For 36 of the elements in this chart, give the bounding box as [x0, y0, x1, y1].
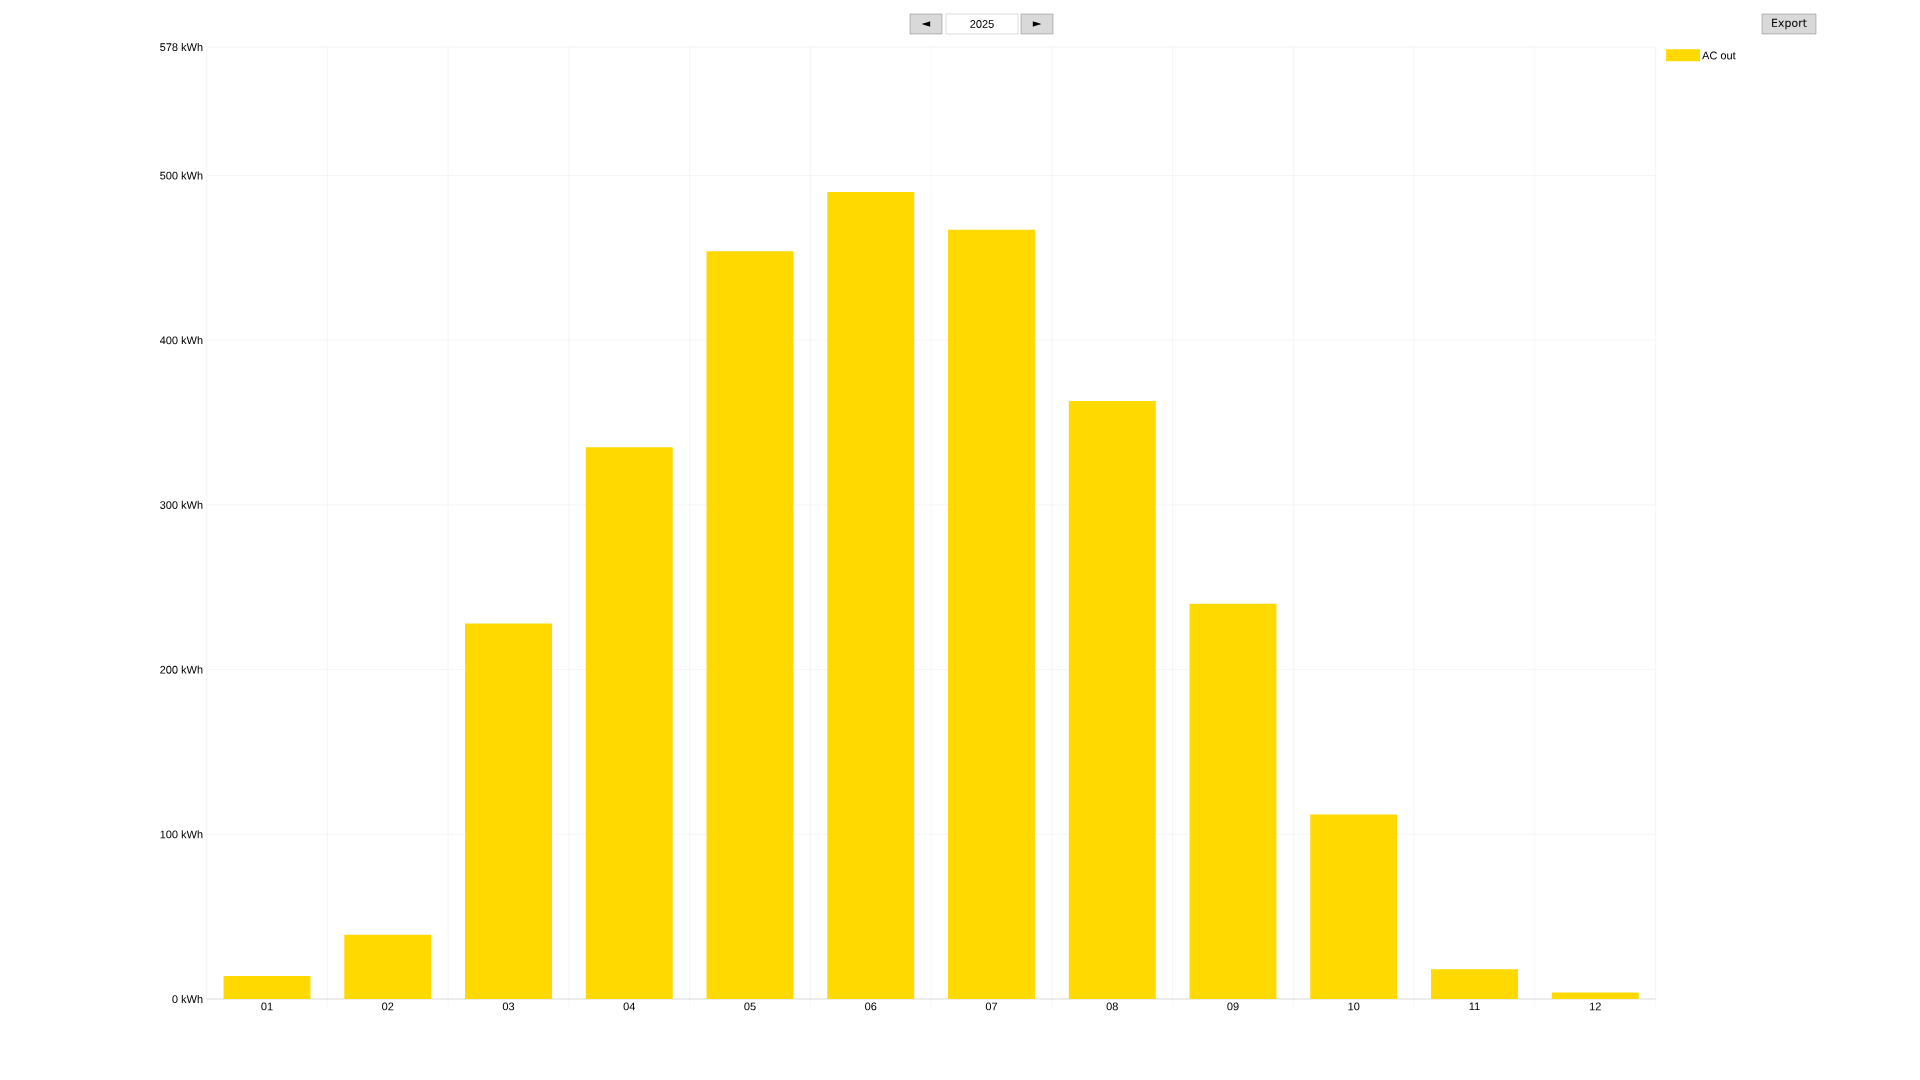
y-tick-label: 200 kWh: [160, 665, 203, 674]
bar: [344, 934, 432, 999]
x-tick-label: 07: [985, 1002, 998, 1011]
text: ►: [1032, 21, 1042, 27]
chart-title: 2025: [970, 20, 994, 28]
x-tick-label: 04: [623, 1002, 636, 1011]
x-tick-label: 12: [1589, 1002, 1601, 1011]
y-tick-label: 400 kWh: [159, 336, 203, 345]
y-tick-label: 100 kWh: [160, 830, 203, 839]
bar: [948, 229, 1035, 999]
text: ◄: [921, 21, 931, 27]
bar: [1189, 603, 1277, 999]
text: Export: [1772, 18, 1807, 30]
bar: [1431, 969, 1518, 999]
x-tick-label: 11: [1469, 1002, 1480, 1011]
y-tick-label: 500 kWh: [160, 171, 203, 180]
bar: [1551, 992, 1639, 999]
y-tick-label: 0 kWh: [172, 994, 203, 1004]
y-tick-label: 578 kWh: [160, 42, 203, 52]
y-tick-label: 300 kWh: [160, 500, 203, 509]
x-tick-label: 01: [261, 1002, 273, 1011]
bar: [1310, 814, 1398, 999]
x-tick-label: 09: [1227, 1002, 1239, 1011]
x-tick-label: 02: [382, 1002, 394, 1011]
bar: [1068, 401, 1156, 999]
bar: [585, 447, 673, 999]
bar: [827, 191, 915, 999]
legend-label: AC out: [1702, 51, 1736, 60]
x-tick-label: 06: [865, 1002, 877, 1011]
bar: [465, 623, 552, 999]
bar: [706, 251, 794, 999]
x-tick-label: 05: [744, 1002, 756, 1011]
x-tick-label: 10: [1348, 1002, 1360, 1011]
bar: [223, 975, 311, 999]
x-tick-label: 03: [502, 1002, 515, 1011]
x-tick-label: 08: [1106, 1002, 1118, 1011]
